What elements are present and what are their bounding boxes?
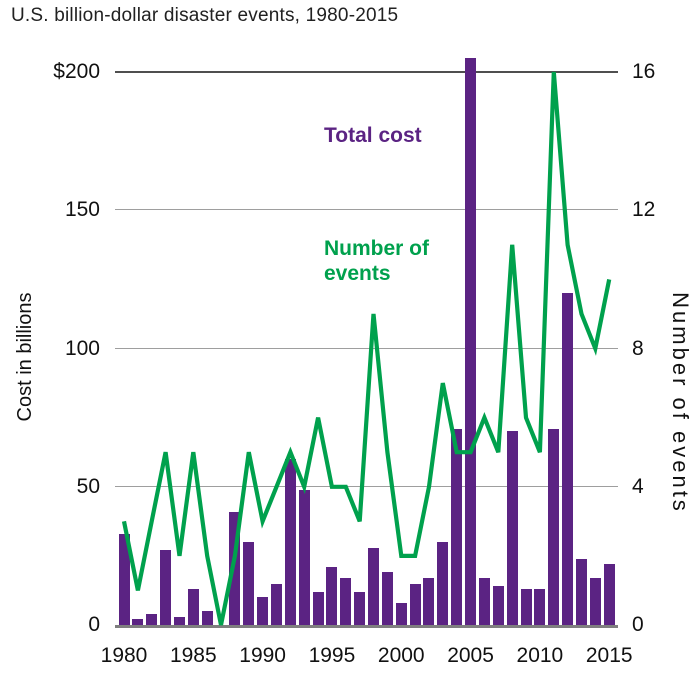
- x-tick-1985: 1985: [169, 644, 217, 667]
- bar-2005: [465, 58, 477, 625]
- right-tick-16: 16: [632, 60, 656, 83]
- x-tick-2010: 2010: [516, 644, 564, 667]
- bar-2004: [451, 428, 463, 625]
- bar-2008: [506, 431, 518, 625]
- bar-1989: [243, 542, 255, 625]
- right-tick-0: 0: [632, 613, 644, 636]
- x-tick-1995: 1995: [308, 644, 356, 667]
- left-tick-150: 150: [64, 198, 100, 222]
- left-tick-100: 100: [64, 336, 100, 360]
- bar-1996: [340, 577, 352, 625]
- bar-1994: [312, 591, 324, 625]
- bar-2003: [437, 542, 449, 625]
- bar-1986: [201, 611, 213, 625]
- x-tick-1990: 1990: [239, 644, 286, 667]
- bar-1991: [270, 583, 282, 625]
- right-tick-4: 4: [632, 474, 644, 498]
- x-tick-2005: 2005: [447, 644, 494, 667]
- legend-number-of-events: Number of events: [324, 237, 429, 285]
- x-tick-2015: 2015: [585, 644, 633, 667]
- bar-1990: [257, 597, 269, 625]
- gridline-150: [115, 209, 618, 211]
- gridline-100: [115, 347, 618, 349]
- bar-1981: [132, 619, 144, 625]
- bar-1980: [118, 533, 130, 625]
- bar-1993: [298, 489, 310, 625]
- bar-1982: [146, 613, 158, 625]
- bar-2012: [562, 293, 574, 625]
- chart-title: U.S. billion-dollar disaster events, 198…: [11, 5, 399, 26]
- left-tick-200: $200: [53, 60, 100, 83]
- right-tick-8: 8: [632, 336, 644, 360]
- bar-2011: [548, 428, 560, 625]
- bar-1999: [381, 572, 393, 625]
- bar-2001: [409, 583, 421, 625]
- bar-1983: [160, 550, 172, 625]
- bar-1985: [187, 589, 199, 625]
- left-tick-0: 0: [88, 613, 100, 636]
- gridline-200: [115, 71, 618, 73]
- x-tick-2000: 2000: [377, 644, 425, 667]
- bar-1992: [284, 459, 296, 625]
- legend-total-cost: Total cost: [324, 124, 422, 147]
- x-tick-1980: 1980: [100, 644, 148, 667]
- bar-2013: [575, 558, 587, 625]
- bar-1997: [354, 591, 366, 625]
- bar-2006: [478, 577, 490, 625]
- bar-1988: [229, 511, 241, 625]
- bar-2009: [520, 589, 532, 625]
- bar-2007: [492, 586, 504, 625]
- bar-2014: [589, 577, 601, 625]
- events-line: [121, 71, 612, 626]
- gridline-50: [115, 485, 618, 487]
- left-tick-50: 50: [76, 474, 100, 498]
- bar-2000: [395, 602, 407, 625]
- right-tick-12: 12: [632, 198, 656, 222]
- bar-1998: [368, 547, 380, 625]
- bar-2002: [423, 577, 435, 625]
- right-axis-title: Number of events: [668, 292, 693, 514]
- bar-1984: [173, 616, 185, 625]
- x-axis-line: [115, 625, 618, 628]
- bar-2010: [534, 589, 546, 625]
- bar-2015: [603, 564, 615, 625]
- bar-1995: [326, 566, 338, 625]
